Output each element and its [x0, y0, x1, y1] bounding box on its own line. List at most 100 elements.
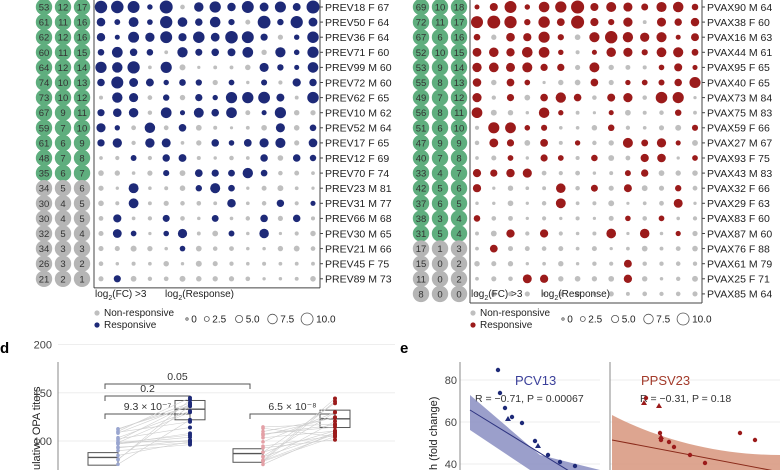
count-circle [54, 119, 72, 136]
bubble-point [658, 170, 665, 176]
bubble-point [626, 201, 630, 205]
count-label: 30 [39, 199, 50, 210]
count-label: 11 [454, 108, 464, 119]
count-circle [431, 255, 449, 272]
bubble-point [261, 185, 267, 191]
bubble-point [641, 245, 648, 252]
bubble-point [489, 244, 498, 253]
count-label: 74 [39, 78, 50, 89]
bubble-point [129, 78, 139, 87]
count-circle [35, 13, 53, 31]
count-label: 34 [39, 244, 50, 255]
bubble-point [692, 155, 698, 161]
bubble-point [195, 18, 203, 26]
bubble-point [128, 183, 139, 194]
count-label: 3 [456, 244, 461, 255]
bubble-point [591, 246, 597, 252]
data-point [188, 435, 192, 440]
legend-nonresp-label: Non-responsive [104, 308, 174, 319]
bubble-point [178, 124, 187, 132]
count-circle [54, 270, 72, 287]
ppsv23-point [643, 395, 649, 401]
count-label: 42 [416, 184, 427, 195]
bubble-point [507, 246, 514, 252]
bubble-point [540, 139, 548, 147]
bubble-point [98, 246, 104, 252]
bubble-point [609, 171, 614, 176]
count-circle [431, 149, 449, 167]
bubble-point [178, 33, 187, 42]
ppsv23-point [687, 452, 693, 458]
count-label: 59 [39, 123, 50, 134]
legend-size-label: 0 [567, 315, 573, 326]
pair-line [262, 412, 336, 457]
legend-size-label: 10.0 [316, 315, 336, 326]
bubble-point [180, 201, 185, 206]
count-label: 4 [60, 199, 65, 210]
count-circle [431, 270, 449, 287]
bubble-point [608, 19, 615, 26]
bubble-point [131, 216, 136, 221]
bubble-point [557, 63, 565, 72]
bubble-point [575, 185, 580, 191]
bubble-point [475, 201, 479, 206]
bubble-point [524, 18, 531, 26]
bubble-point [98, 170, 104, 176]
bubble-point [261, 110, 267, 116]
bubble-point [472, 168, 482, 178]
bubble-point [558, 110, 564, 116]
count-circle [431, 13, 449, 31]
bubble-point [180, 262, 185, 266]
bubble-point [113, 108, 122, 117]
bubble-point [178, 154, 187, 162]
bubble-point [115, 155, 120, 161]
bubble-point [261, 49, 267, 55]
bubble-point [113, 214, 122, 223]
bubble-point [196, 231, 201, 236]
bubble-point [209, 1, 221, 13]
count-circle [73, 210, 91, 227]
bubble-point [130, 230, 137, 237]
bubble-point [657, 153, 666, 163]
bubble-point [148, 231, 152, 236]
bubble-point [145, 78, 154, 87]
bubble-point [177, 47, 188, 58]
bubble-point [608, 215, 614, 221]
count-circle [412, 149, 430, 167]
count-circle [450, 225, 468, 242]
data-point [261, 426, 265, 431]
count-circle [73, 44, 91, 61]
count-circle [450, 104, 468, 121]
bubble-point [97, 78, 105, 87]
bubble-point [180, 141, 185, 145]
row-label: PREV23 M 81 [325, 183, 392, 195]
bubble-point [692, 139, 698, 146]
pcv13-point [509, 414, 515, 420]
bubble-point [525, 156, 529, 160]
count-circle [431, 74, 449, 91]
row-label: PREV12 F 69 [325, 153, 389, 165]
bubble-point [294, 186, 299, 191]
bubble-point [675, 291, 681, 297]
count-circle [450, 240, 468, 257]
bubble-point [693, 201, 697, 205]
pair-line [117, 433, 191, 445]
bubble-point [504, 15, 517, 29]
row-label: PREV71 F 60 [325, 47, 389, 59]
data-point [333, 396, 337, 401]
bubble-point [692, 185, 698, 191]
pcv13-point [557, 459, 563, 465]
legend-nonresp-label: Non-responsive [480, 308, 550, 319]
bubble-point [656, 1, 667, 13]
bubble-point [506, 94, 515, 102]
bubble-point [163, 79, 169, 86]
bubble-point [259, 2, 269, 12]
bubble-point [542, 186, 547, 191]
count-label: 38 [416, 214, 427, 225]
count-label: 32 [39, 229, 50, 240]
count-circle [431, 44, 449, 61]
count-circle [35, 104, 53, 121]
count-label: 6 [437, 33, 442, 44]
bubble-point [145, 32, 155, 42]
